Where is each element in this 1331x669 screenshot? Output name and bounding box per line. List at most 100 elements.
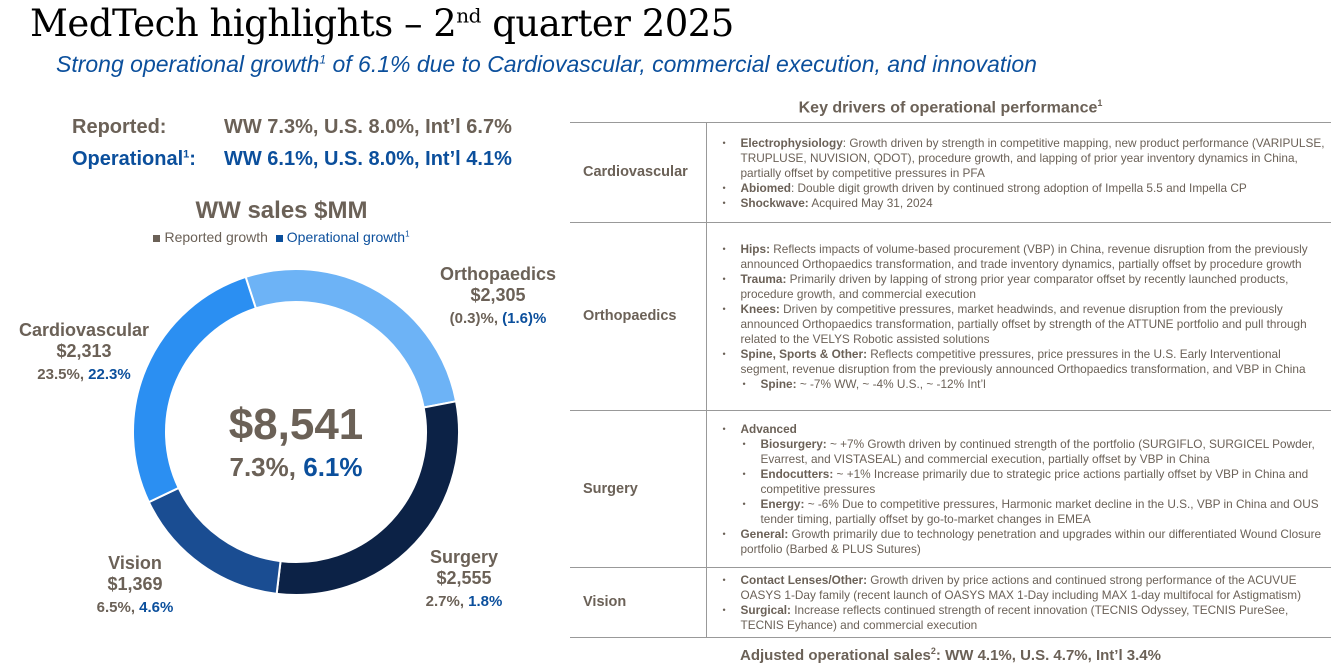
- total-operational: 6.1%: [303, 452, 363, 482]
- adjusted-pre: Adjusted operational sales: [740, 647, 931, 664]
- item-heading: Hips:: [740, 242, 771, 256]
- item-text: Growth driven by price actions and conti…: [740, 573, 1302, 602]
- operational-sup: 1: [183, 148, 190, 161]
- drivers-table: Cardiovascular Electrophysiology: Growth …: [570, 122, 1331, 638]
- operational-value: WW 6.1%, U.S. 8.0%, Int’l 4.1%: [224, 148, 512, 170]
- row-details: Contact Lenses/Other: Growth driven by p…: [706, 567, 1331, 638]
- item-heading: Biosurgery:: [760, 437, 827, 451]
- title-text: MedTech highlights – 2: [30, 2, 457, 45]
- item-text: : Double digit growth driven by continue…: [790, 180, 1247, 195]
- item-text: Growth primarily due to technology penet…: [740, 527, 1322, 556]
- segment-operational: 22.3%: [88, 366, 131, 383]
- list-item: Advanced: [721, 422, 1326, 437]
- subtitle-sup: 1: [319, 52, 327, 67]
- list-item: Spine: ~ -7% WW, ~ -4% U.S., ~ -12% Int’…: [721, 377, 1326, 392]
- item-text: Reflects competitive pressures, price pr…: [740, 347, 1306, 376]
- label-vision: Vision $1,369 6.5%, 4.6%: [45, 553, 225, 616]
- item-heading: Endocutters:: [760, 467, 834, 481]
- drivers-title-text: Key drivers of operational performance: [798, 99, 1098, 117]
- item-text: Acquired May 31, 2024: [808, 195, 933, 210]
- reported-value: WW 7.3%, U.S. 8.0%, Int’l 6.7%: [224, 116, 512, 138]
- label-orthopaedics: Orthopaedics $2,305 (0.3)%, (1.6)%: [398, 264, 598, 327]
- legend-label: Operational growth: [286, 229, 406, 245]
- subtitle: Strong operational growth1 of 6.1% due t…: [56, 51, 1037, 78]
- item-text: ~ +7% Growth driven by continued strengt…: [760, 437, 1315, 466]
- donut-center: $8,541 7.3%, 6.1%: [196, 400, 396, 483]
- legend-swatch: [153, 234, 161, 242]
- list-item: Trauma: Primarily driven by lapping of s…: [721, 272, 1326, 302]
- segment-value: $2,305: [470, 285, 526, 305]
- item-text: : Growth driven by strength in competiti…: [740, 135, 1325, 180]
- segment-reported: 6.5%,: [96, 599, 135, 616]
- item-heading: Knees:: [740, 302, 780, 316]
- table-row: Orthopaedics Hips: Reflects impacts of vo…: [570, 222, 1331, 411]
- item-heading: General:: [740, 527, 789, 541]
- table-row: SurgeryAdvancedBiosurgery: ~ +7% Growth …: [570, 410, 1331, 568]
- item-heading: Electrophysiology: [740, 135, 843, 150]
- row-details: Electrophysiology: Growth driven by stre…: [706, 122, 1331, 223]
- item-heading: Energy:: [760, 497, 805, 511]
- subtitle-pre: Strong operational growth: [56, 51, 320, 77]
- item-heading: Surgical:: [740, 603, 791, 617]
- row-category: Cardiovascular: [570, 122, 707, 223]
- item-text: Primarily driven by lapping of strong pr…: [740, 272, 1289, 301]
- segment-value: $2,313: [56, 341, 112, 361]
- list-item: Shockwave: Acquired May 31, 2024: [721, 196, 1326, 211]
- list-item: Knees: Driven by competitive pressures, …: [721, 302, 1326, 347]
- page-title: MedTech highlights – 2nd quarter 2025: [30, 2, 734, 45]
- bullet-list: Hips: Reflects impacts of volume-based p…: [721, 242, 1326, 392]
- item-heading: Spine:: [760, 377, 797, 391]
- operational-colon: :: [189, 148, 196, 170]
- bullet-list: Electrophysiology: Growth driven by stre…: [721, 136, 1326, 211]
- legend-swatch: [275, 234, 283, 242]
- list-item: Surgical: Increase reflects continued st…: [721, 603, 1326, 633]
- list-item: Electrophysiology: Growth driven by stre…: [721, 136, 1326, 181]
- list-item: Hips: Reflects impacts of volume-based p…: [721, 242, 1326, 272]
- item-heading: Spine, Sports & Other:: [740, 347, 868, 361]
- row-category: Orthopaedics: [570, 222, 707, 411]
- table-row: Cardiovascular Electrophysiology: Growth …: [570, 122, 1331, 223]
- list-item: General: Growth primarily due to technol…: [721, 527, 1326, 557]
- total-value: $8,541: [228, 400, 364, 449]
- bullet-list: AdvancedBiosurgery: ~ +7% Growth driven …: [721, 422, 1326, 557]
- segment-name: Cardiovascular: [18, 320, 150, 340]
- item-text: ~ +1% Increase primarily due to strategi…: [760, 467, 1309, 496]
- segment-reported: 2.7%,: [425, 593, 464, 610]
- segment-reported: 23.5%,: [37, 366, 84, 383]
- segment-name: Vision: [108, 553, 162, 573]
- label-cardiovascular: Cardiovascular $2,313 23.5%, 22.3%: [0, 320, 168, 383]
- bullet-list: Contact Lenses/Other: Growth driven by p…: [721, 573, 1326, 633]
- subtitle-post: of 6.1% due to Cardiovascular, commercia…: [326, 51, 1037, 77]
- segment-name: Orthopaedics: [439, 264, 557, 284]
- row-details: Hips: Reflects impacts of volume-based p…: [706, 222, 1331, 411]
- legend-sup: 1: [405, 229, 410, 239]
- segment-reported: (0.3)%,: [449, 310, 498, 327]
- adjusted-operational-sales: Adjusted operational sales2: WW 4.1%, U.…: [570, 646, 1331, 664]
- legend-operational: Operational growth1: [275, 229, 410, 245]
- chart-title: WW sales $MM: [195, 197, 368, 224]
- legend-label: Reported growth: [164, 229, 268, 245]
- list-item: Contact Lenses/Other: Growth driven by p…: [721, 573, 1326, 603]
- row-details: AdvancedBiosurgery: ~ +7% Growth driven …: [706, 410, 1331, 568]
- segment-name: Surgery: [429, 547, 499, 567]
- operational-label: Operational1:: [72, 148, 196, 171]
- list-item: Energy: ~ -6% Due to competitive pressur…: [721, 497, 1326, 527]
- list-item: Abiomed: Double digit growth driven by c…: [721, 181, 1326, 196]
- title-sup: nd: [456, 3, 481, 28]
- list-item: Biosurgery: ~ +7% Growth driven by conti…: [721, 437, 1326, 467]
- item-heading: Shockwave:: [740, 195, 809, 210]
- segment-value: $2,555: [436, 568, 492, 588]
- item-heading: Abiomed: [740, 180, 791, 195]
- chart-legend: Reported growth Operational growth1: [0, 229, 563, 245]
- donut-segment-cardiovascular: [132, 275, 258, 504]
- legend-reported: Reported growth: [153, 229, 268, 245]
- segment-operational: 1.8%: [468, 593, 503, 610]
- item-heading: Advanced: [740, 422, 797, 436]
- item-text: Increase reflects continued strength of …: [740, 603, 1289, 632]
- item-text: ~ -6% Due to competitive pressures, Harm…: [760, 497, 1319, 526]
- segment-operational: (1.6)%: [502, 310, 547, 327]
- drivers-title-sup: 1: [1097, 98, 1103, 108]
- row-category: Vision: [570, 567, 707, 638]
- adjusted-post: : WW 4.1%, U.S. 4.7%, Int’l 3.4%: [935, 647, 1161, 664]
- donut-chart: [132, 268, 460, 596]
